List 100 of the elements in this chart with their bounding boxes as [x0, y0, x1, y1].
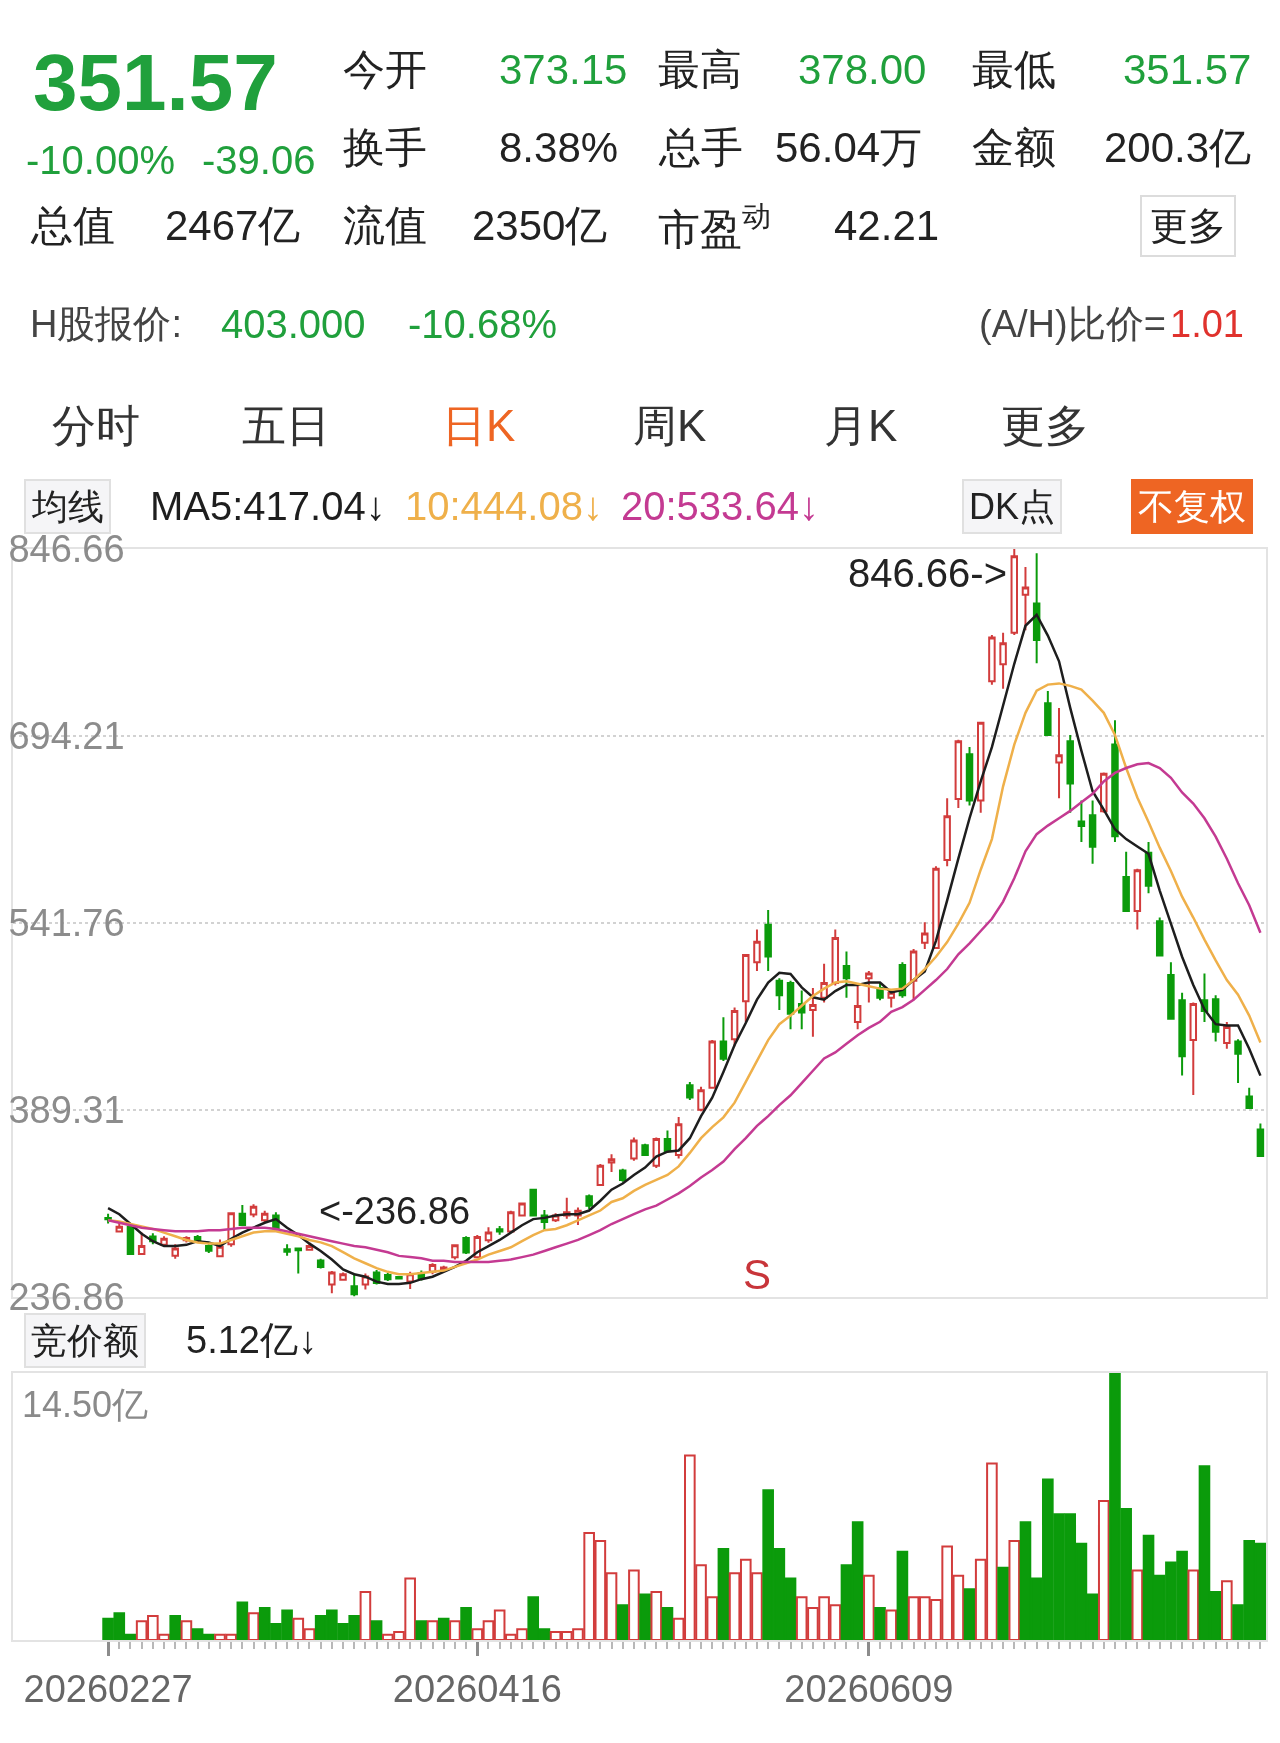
candlestick	[1155, 916, 1164, 958]
candlestick	[294, 1246, 303, 1275]
candlestick	[1055, 707, 1063, 800]
text: 8.38%	[499, 124, 619, 171]
x-tick-label: 20260227	[23, 1667, 193, 1710]
candlestick	[1066, 733, 1074, 814]
candlestick	[999, 631, 1007, 690]
candlestick	[1122, 850, 1130, 913]
candlestick	[954, 738, 963, 809]
candlestick	[764, 909, 772, 972]
candlestick	[339, 1271, 347, 1282]
bar	[650, 1590, 663, 1641]
bar	[1221, 1580, 1233, 1641]
text: 换手	[343, 124, 427, 171]
text: 最低	[972, 46, 1056, 93]
text: 总手	[658, 124, 743, 171]
candlestick	[1178, 991, 1186, 1077]
candlestick	[775, 977, 784, 1011]
bar	[963, 1588, 976, 1641]
candlestick	[171, 1243, 179, 1260]
text: 不复权	[1138, 486, 1246, 527]
candlestick	[451, 1243, 459, 1261]
candlestick	[216, 1238, 224, 1259]
candlestick	[809, 987, 817, 1038]
text: 均线	[31, 486, 104, 527]
candlestick	[965, 746, 974, 807]
candlestick	[1088, 799, 1097, 865]
candlestick	[518, 1201, 526, 1218]
bar	[1097, 1499, 1110, 1641]
candlestick	[585, 1193, 593, 1211]
candlestick	[395, 1275, 403, 1280]
candlestick	[1189, 1001, 1198, 1097]
candlestick	[607, 1153, 616, 1174]
bar	[437, 1617, 450, 1641]
candlestick	[1044, 690, 1052, 736]
bar	[997, 1566, 1009, 1641]
text: 竞价额	[31, 1320, 139, 1361]
candlestick	[686, 1080, 694, 1101]
text: 10:444.08↓	[405, 484, 603, 528]
candlestick	[1167, 961, 1175, 1020]
candlestick	[943, 797, 951, 868]
text: 更多	[1150, 205, 1226, 247]
candlestick	[507, 1209, 515, 1234]
x-tick-label: 20260416	[392, 1667, 562, 1710]
bar	[661, 1606, 674, 1641]
text: 更多	[1001, 401, 1089, 450]
annotation: <-236.86	[319, 1190, 471, 1232]
text: 五日	[242, 401, 330, 450]
text: 2467亿	[165, 202, 301, 249]
text: -10.68%	[408, 302, 557, 346]
candlestick	[719, 1016, 728, 1063]
annotation: S	[743, 1251, 772, 1298]
text: 最高	[658, 46, 742, 93]
candlestick	[1223, 1021, 1231, 1050]
text: 200.3亿	[1104, 124, 1252, 171]
candlestick	[742, 952, 750, 1024]
bar	[874, 1606, 886, 1641]
bar	[370, 1620, 383, 1641]
candlestick	[137, 1231, 146, 1256]
candlestick	[697, 1085, 705, 1113]
candlestick	[921, 921, 929, 951]
text: 20:533.64↓	[621, 484, 819, 528]
bar	[1131, 1569, 1144, 1641]
candlestick	[1256, 1122, 1265, 1157]
bar	[415, 1620, 428, 1641]
bar	[426, 1620, 439, 1641]
bar	[449, 1620, 461, 1641]
bar	[628, 1569, 640, 1641]
annotation: 14.50亿	[22, 1384, 149, 1425]
text: -10.00%	[26, 138, 175, 182]
y-tick-label: 389.31	[8, 1088, 125, 1131]
candlestick	[328, 1270, 336, 1295]
candlestick	[618, 1167, 627, 1183]
candlestick	[1010, 548, 1019, 637]
bar	[236, 1601, 249, 1641]
candlestick	[641, 1142, 649, 1157]
text: 总值	[30, 202, 115, 249]
candlestick	[786, 979, 795, 1031]
bar	[1187, 1569, 1200, 1641]
candlestick	[1234, 1038, 1242, 1084]
candlestick	[462, 1235, 470, 1256]
candlestick	[1032, 552, 1041, 665]
candlestick	[1245, 1086, 1253, 1109]
candlestick	[988, 634, 996, 686]
bar	[1008, 1540, 1021, 1641]
candlestick	[753, 928, 761, 972]
candlestick	[831, 928, 840, 987]
candlestick	[708, 1039, 716, 1089]
candlestick	[1133, 867, 1142, 931]
y-tick-label: 236.86	[8, 1275, 125, 1318]
candlestick	[104, 1212, 112, 1225]
candlestick	[932, 865, 940, 950]
y-tick-label: 541.76	[8, 902, 125, 945]
text: 351.57	[1123, 46, 1252, 93]
candlestick	[484, 1226, 493, 1244]
text: 56.04万	[775, 124, 923, 171]
candlestick	[283, 1243, 291, 1257]
text: 市盈$^{动}$	[658, 199, 771, 253]
text: 流值	[343, 202, 427, 249]
candlestick	[350, 1272, 358, 1296]
